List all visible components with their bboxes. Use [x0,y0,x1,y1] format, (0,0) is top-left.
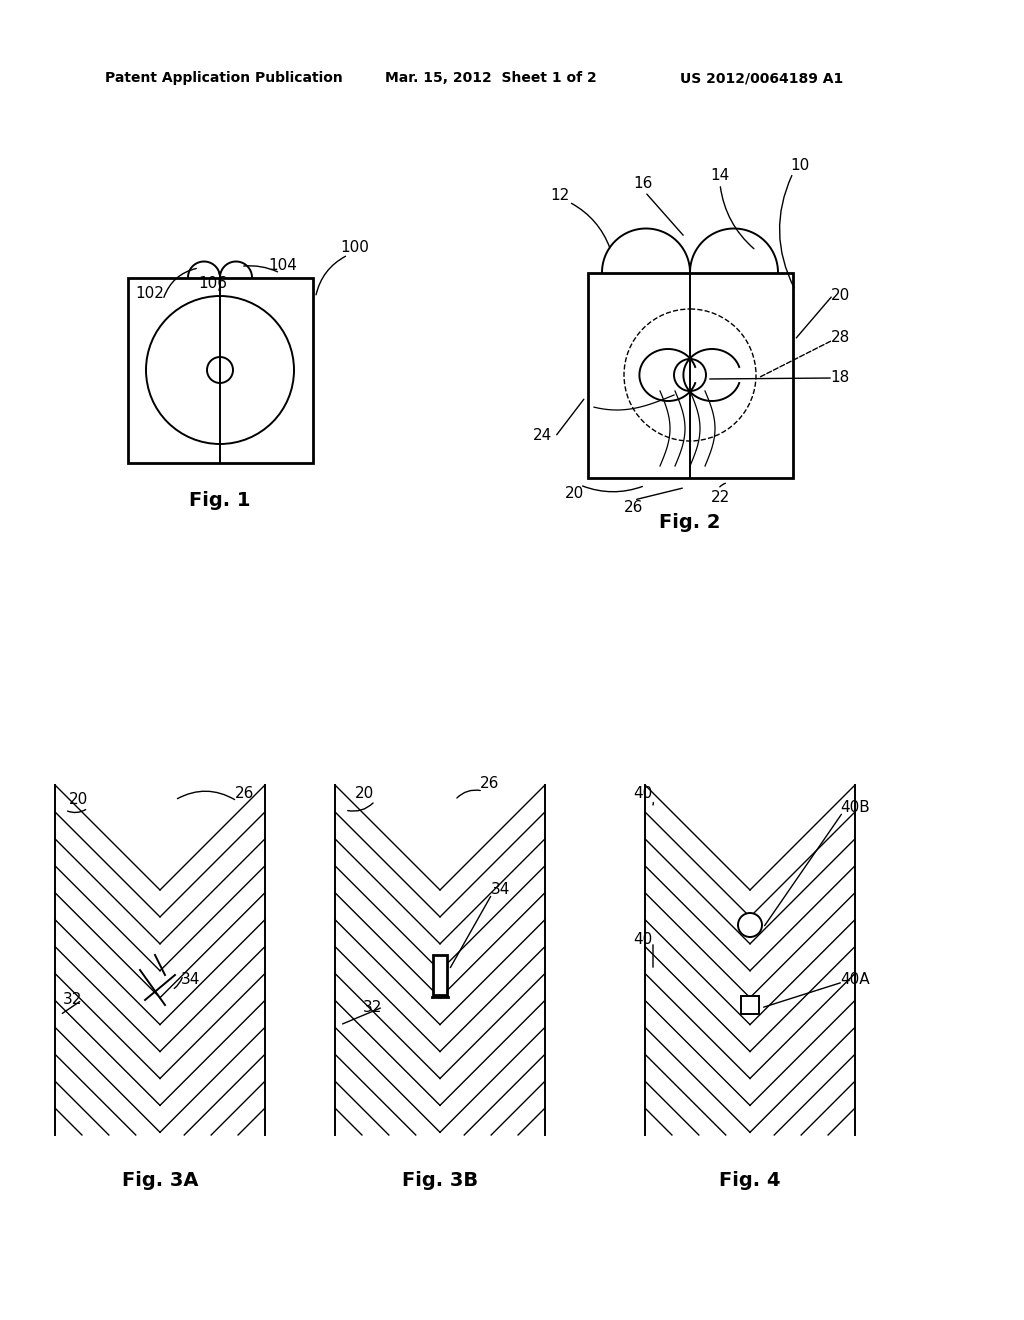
Text: 104: 104 [268,257,297,272]
Text: 22: 22 [711,490,730,504]
Text: 20: 20 [565,486,585,500]
Text: 26: 26 [480,776,500,791]
Text: Mar. 15, 2012  Sheet 1 of 2: Mar. 15, 2012 Sheet 1 of 2 [385,71,597,84]
Text: Fig. 1: Fig. 1 [189,491,251,510]
Text: 40A: 40A [840,973,869,987]
Text: 106: 106 [199,276,227,290]
Text: Fig. 2: Fig. 2 [659,513,721,532]
Text: 20: 20 [830,288,850,302]
Text: 14: 14 [711,168,730,182]
Bar [433,954,447,995]
Text: Fig. 3A: Fig. 3A [122,1171,199,1189]
Text: Fig. 4: Fig. 4 [719,1171,780,1189]
Text: 102: 102 [135,285,165,301]
Text: 28: 28 [830,330,850,346]
Text: 26: 26 [625,500,644,516]
Bar [588,272,793,478]
Text: 26: 26 [236,785,255,800]
Text: 40B: 40B [840,800,869,816]
Text: 32: 32 [62,993,82,1007]
Text: 10: 10 [791,157,810,173]
Text: 40: 40 [634,785,652,800]
Text: 20: 20 [355,785,375,800]
Text: 16: 16 [633,176,652,190]
Text: 32: 32 [364,1001,383,1015]
Text: 24: 24 [534,428,553,442]
Text: 34: 34 [490,883,510,898]
Bar [741,997,759,1014]
Text: 20: 20 [69,792,88,808]
Text: 40: 40 [634,932,652,948]
Text: Patent Application Publication: Patent Application Publication [105,71,343,84]
Text: 18: 18 [830,371,850,385]
Bar [128,277,312,462]
Text: 12: 12 [550,187,569,202]
Text: 34: 34 [180,973,200,987]
Text: Fig. 3B: Fig. 3B [402,1171,478,1189]
Text: 100: 100 [341,240,370,256]
Circle shape [738,913,762,937]
Text: US 2012/0064189 A1: US 2012/0064189 A1 [680,71,843,84]
